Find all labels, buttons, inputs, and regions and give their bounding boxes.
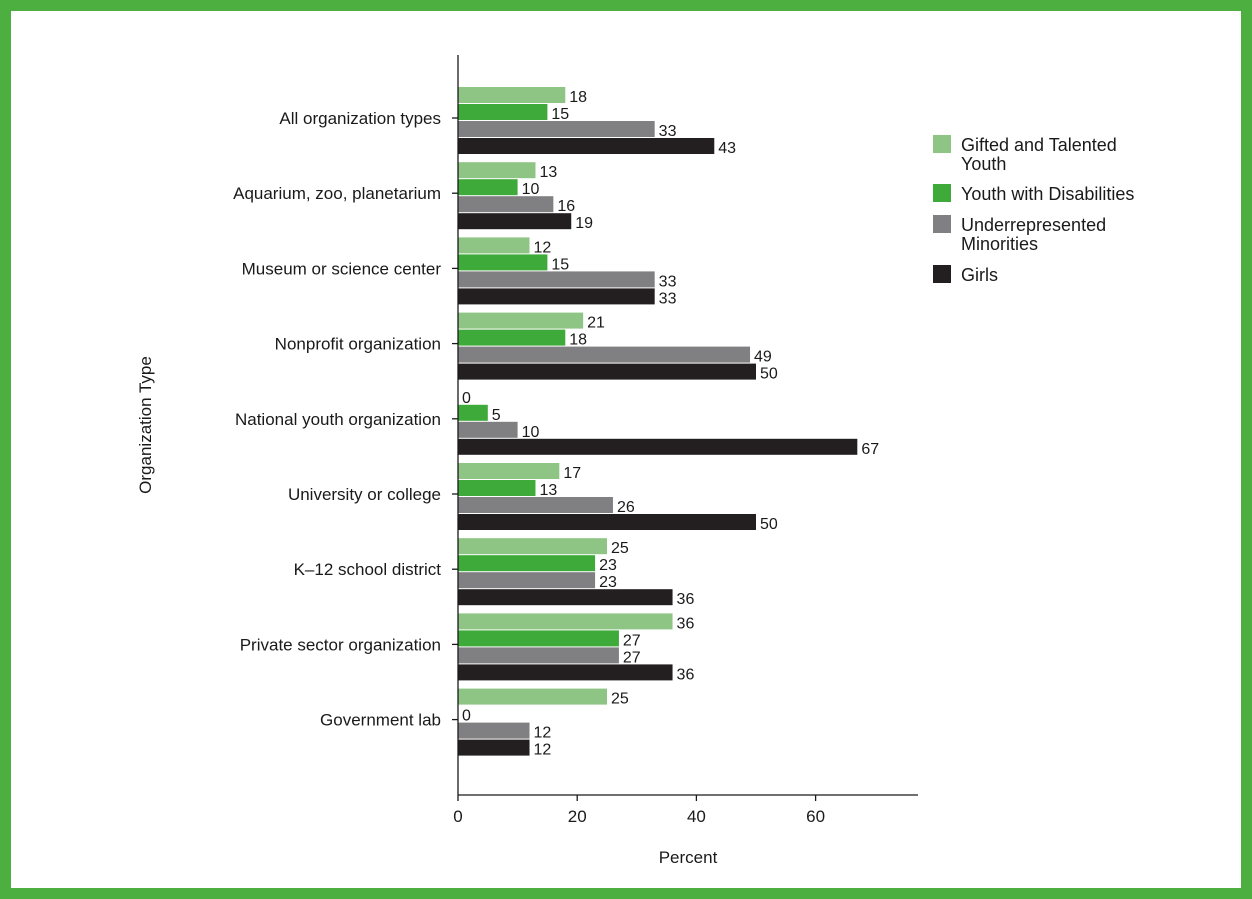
x-tick-label-40: 40 [687,807,706,826]
legend-swatch-girls [933,265,951,283]
data-label-gifted-and-talented-youth-private-sector-organization: 36 [677,615,695,632]
y-axis-title: Organization Type [136,356,155,494]
bar-youth-with-disabilities-museum-or-science-center [458,254,548,271]
bar-underrepresented-minorities-museum-or-science-center [458,271,655,288]
bar-girls-national-youth-organization [458,438,858,455]
data-label-girls-national-youth-organization: 67 [861,441,879,458]
bar-gifted-and-talented-youth-aquarium-zoo-planetarium [458,162,536,179]
data-label-youth-with-disabilities-k-12-school-district: 23 [599,557,617,574]
bar-gifted-and-talented-youth-nonprofit-organization [458,312,584,329]
x-tick-label-20: 20 [568,807,587,826]
bar-girls-university-or-college [458,514,756,530]
x-tick-label-0: 0 [453,807,462,826]
bar-youth-with-disabilities-national-youth-organization [458,404,488,421]
bar-underrepresented-minorities-private-sector-organization [458,647,619,664]
data-label-gifted-and-talented-youth-government-lab: 25 [611,691,629,708]
bar-girls-nonprofit-organization [458,363,756,380]
data-label-underrepresented-minorities-all-organization-types: 33 [659,123,677,140]
bar-girls-government-lab [458,739,530,756]
bar-youth-with-disabilities-aquarium-zoo-planetarium [458,179,518,196]
data-label-youth-with-disabilities-government-lab: 0 [462,708,471,725]
data-label-gifted-and-talented-youth-museum-or-science-center: 12 [534,239,552,256]
legend-swatch-youth-with-disabilities [933,184,951,202]
bar-youth-with-disabilities-all-organization-types [458,104,548,120]
axes-layer [452,55,918,801]
category-label-museum-or-science-center: Museum or science center [242,259,442,278]
legend: Gifted and Talented Youth Youth with Disab… [933,135,1134,285]
bar-girls-museum-or-science-center [458,288,655,305]
bar-youth-with-disabilities-university-or-college [458,480,536,496]
data-label-gifted-and-talented-youth-university-or-college: 17 [563,465,581,482]
category-label-all-organization-types: All organization types [279,109,441,128]
category-label-university-or-college: University or college [288,485,441,504]
legend-label-gifted-and-talented-youth: Gifted and Talented Youth [961,135,1117,174]
data-label-underrepresented-minorities-k-12-school-district: 23 [599,574,617,591]
data-label-girls-all-organization-types: 43 [718,140,736,157]
data-label-underrepresented-minorities-university-or-college: 26 [617,499,635,516]
bar-gifted-and-talented-youth-all-organization-types [458,87,566,103]
bar-underrepresented-minorities-aquarium-zoo-planetarium [458,196,554,213]
data-label-underrepresented-minorities-nonprofit-organization: 49 [754,349,772,366]
data-label-youth-with-disabilities-nonprofit-organization: 18 [569,332,587,349]
bar-girls-private-sector-organization [458,664,673,681]
category-label-nonprofit-organization: Nonprofit organization [275,335,441,354]
bar-gifted-and-talented-youth-museum-or-science-center [458,237,530,254]
data-label-youth-with-disabilities-university-or-college: 13 [539,482,557,499]
bar-underrepresented-minorities-government-lab [458,722,530,739]
bar-gifted-and-talented-youth-private-sector-organization [458,613,673,630]
legend-swatch-gifted-and-talented-youth [933,135,951,153]
bar-gifted-and-talented-youth-k-12-school-district [458,538,607,555]
category-label-k-12-school-district: K–12 school district [294,560,442,579]
bars-layer [458,87,858,756]
data-label-youth-with-disabilities-aquarium-zoo-planetarium: 10 [522,181,540,198]
category-label-national-youth-organization: National youth organization [235,410,441,429]
bar-underrepresented-minorities-national-youth-organization [458,421,518,438]
data-label-underrepresented-minorities-aquarium-zoo-planetarium: 16 [557,198,575,215]
data-label-gifted-and-talented-youth-all-organization-types: 18 [569,89,587,106]
data-label-gifted-and-talented-youth-nonprofit-organization: 21 [587,315,605,332]
data-label-gifted-and-talented-youth-aquarium-zoo-planetarium: 13 [539,164,557,181]
bar-girls-aquarium-zoo-planetarium [458,213,572,230]
data-label-youth-with-disabilities-all-organization-types: 15 [551,106,569,123]
data-label-underrepresented-minorities-private-sector-organization: 27 [623,649,641,666]
bar-girls-all-organization-types [458,138,715,154]
bar-gifted-and-talented-youth-government-lab [458,688,607,705]
bar-underrepresented-minorities-nonprofit-organization [458,346,751,363]
category-label-government-lab: Government lab [320,711,441,730]
data-label-girls-museum-or-science-center: 33 [659,290,677,307]
data-label-girls-university-or-college: 50 [760,516,778,533]
data-label-girls-nonprofit-organization: 50 [760,366,778,383]
data-label-underrepresented-minorities-museum-or-science-center: 33 [659,273,677,290]
legend-swatch-underrepresented-minorities [933,215,951,233]
data-label-youth-with-disabilities-private-sector-organization: 27 [623,632,641,649]
data-label-girls-k-12-school-district: 36 [677,591,695,608]
bar-gifted-and-talented-youth-university-or-college [458,463,560,479]
legend-label-underrepresented-minorities: Underrepresented Minorities [961,215,1106,254]
x-tick-label-60: 60 [806,807,825,826]
data-label-girls-aquarium-zoo-planetarium: 19 [575,215,593,232]
bar-underrepresented-minorities-all-organization-types [458,121,655,137]
data-label-girls-private-sector-organization: 36 [677,666,695,683]
bar-underrepresented-minorities-university-or-college [458,497,613,513]
data-label-youth-with-disabilities-museum-or-science-center: 15 [551,256,569,273]
data-label-underrepresented-minorities-national-youth-organization: 10 [522,424,540,441]
bar-underrepresented-minorities-k-12-school-district [458,572,596,589]
data-label-gifted-and-talented-youth-k-12-school-district: 25 [611,540,629,557]
bar-girls-k-12-school-district [458,589,673,606]
data-label-gifted-and-talented-youth-national-youth-organization: 0 [462,390,471,407]
x-axis-title: Percent [659,848,718,867]
data-label-youth-with-disabilities-national-youth-organization: 5 [492,407,501,424]
labels-layer: All organization types18153343Aquarium, … [233,89,879,826]
category-label-private-sector-organization: Private sector organization [240,635,441,654]
bar-youth-with-disabilities-nonprofit-organization [458,329,566,346]
data-label-girls-government-lab: 12 [534,742,552,759]
bar-youth-with-disabilities-k-12-school-district [458,555,596,572]
data-label-underrepresented-minorities-government-lab: 12 [534,725,552,742]
bar-youth-with-disabilities-private-sector-organization [458,630,619,647]
legend-label-youth-with-disabilities: Youth with Disabilities [961,184,1134,204]
category-label-aquarium-zoo-planetarium: Aquarium, zoo, planetarium [233,184,441,203]
legend-label-girls: Girls [961,265,998,285]
